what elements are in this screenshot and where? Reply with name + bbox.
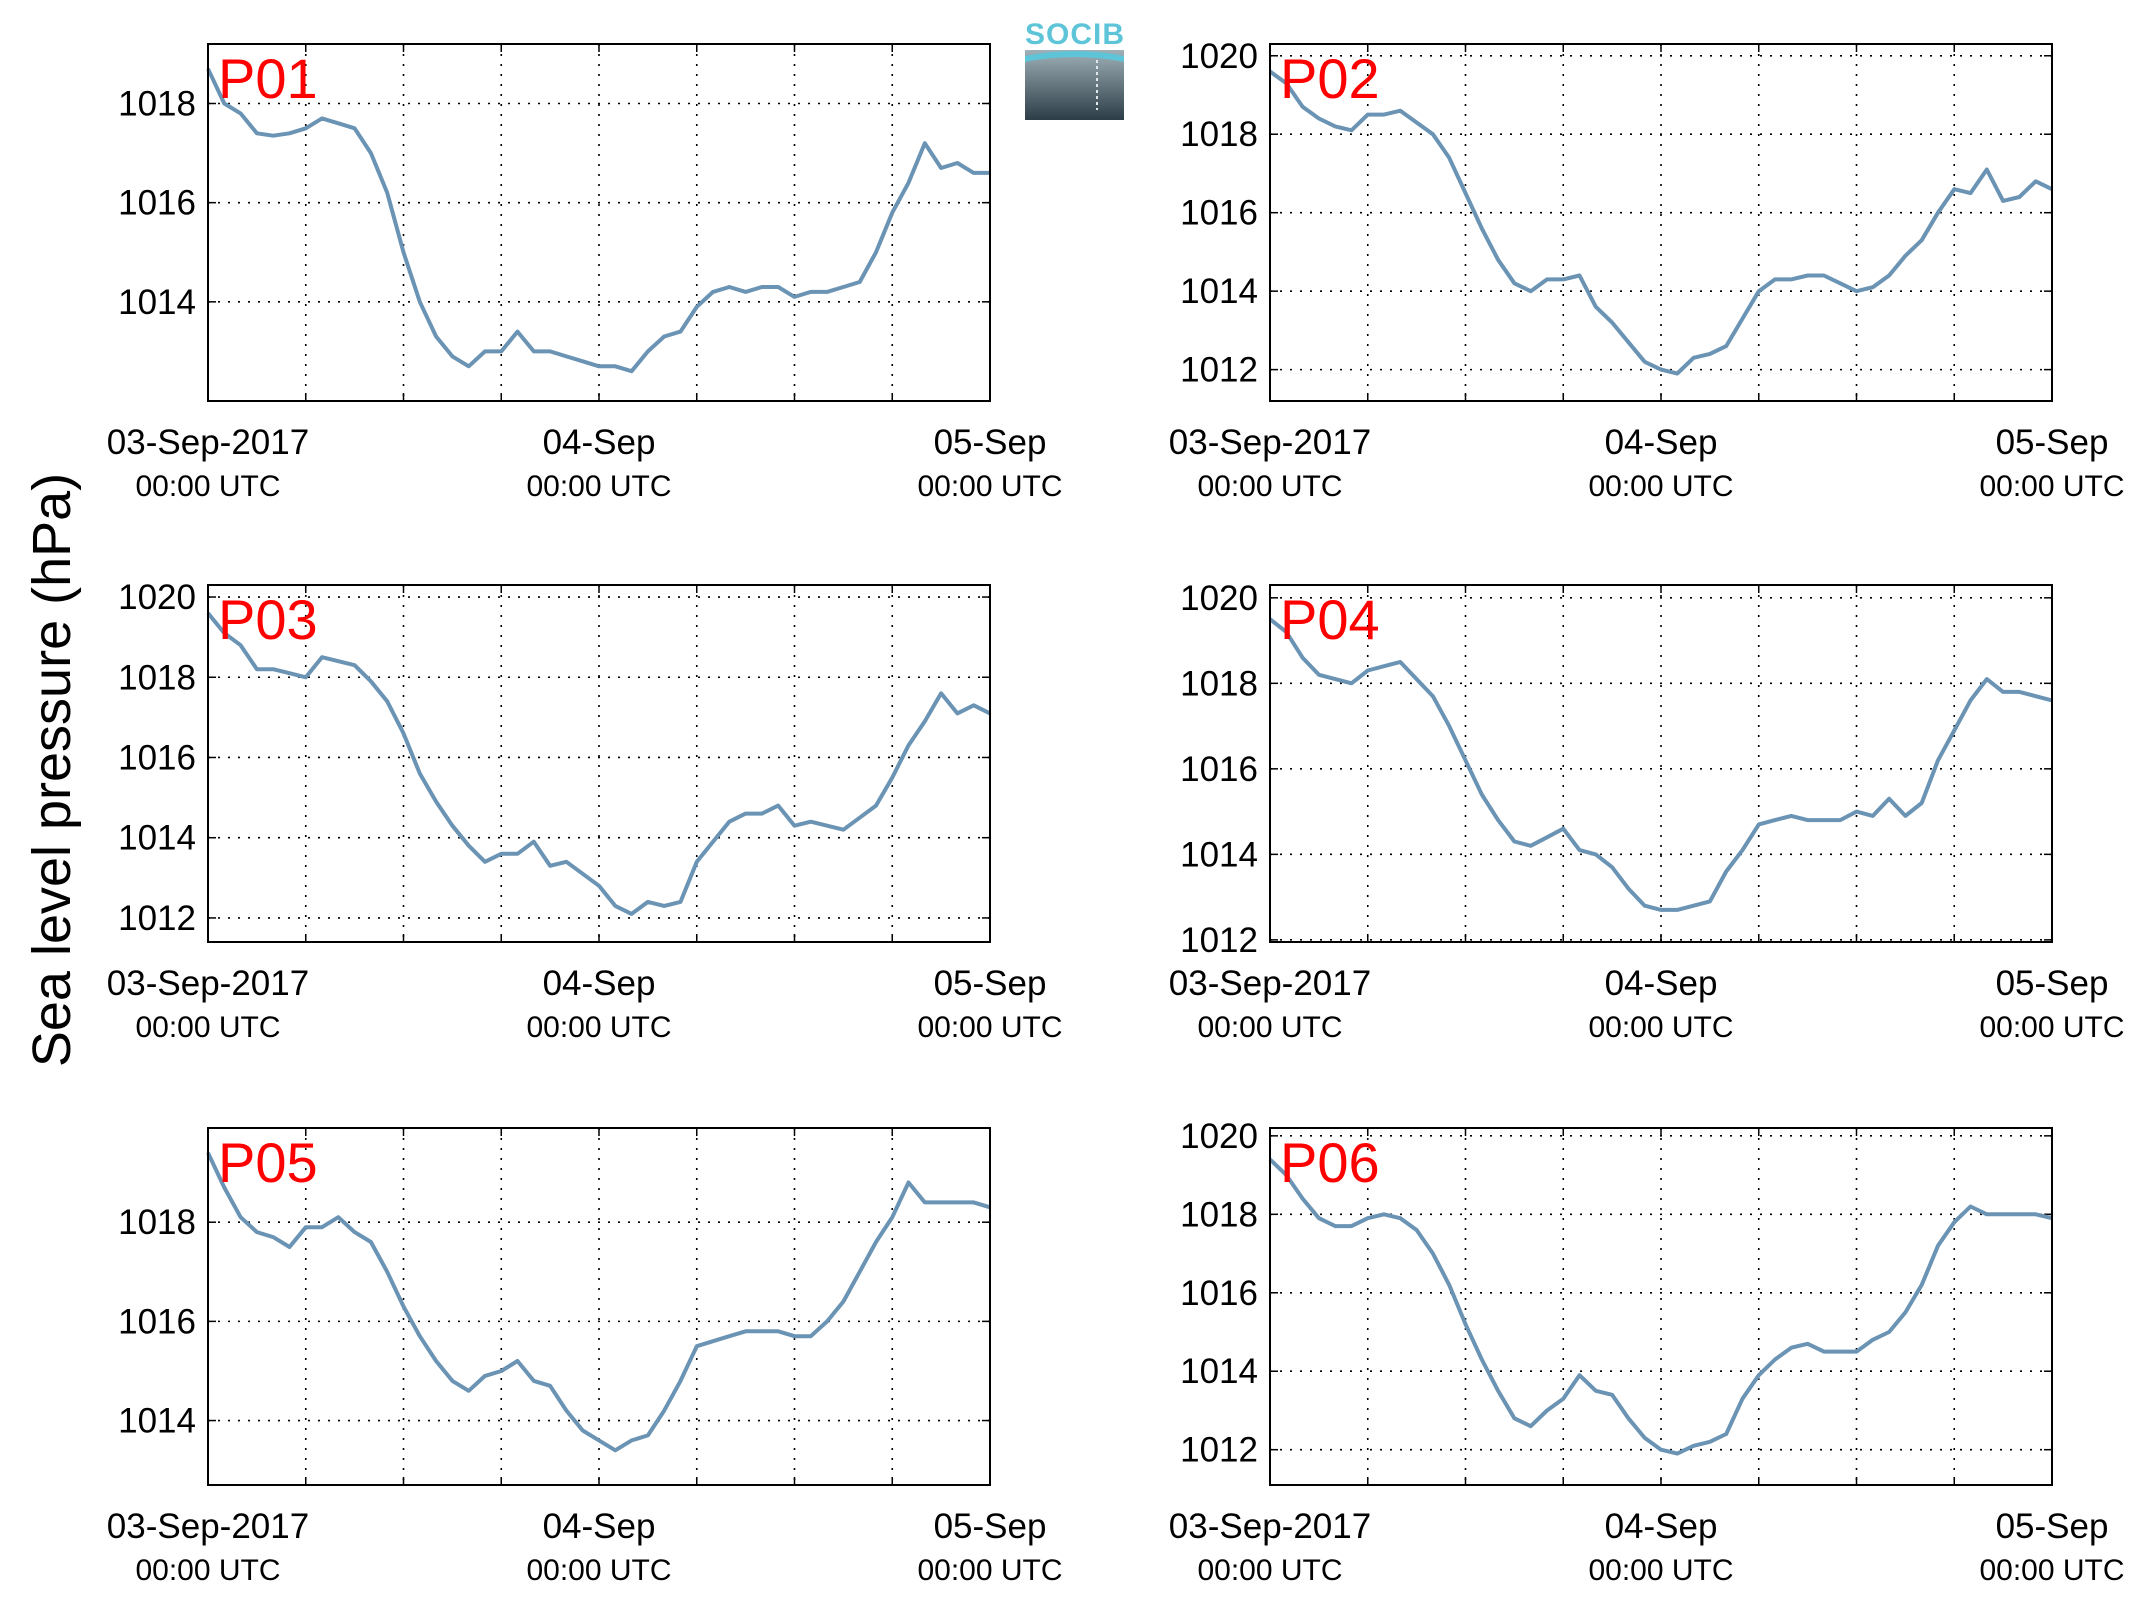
panel-2-xtick-sublabel: 00:00 UTC bbox=[1588, 470, 1733, 503]
panel-4-ytick-label: 1016 bbox=[1180, 750, 1258, 789]
panel-6-ytick-label: 1018 bbox=[1180, 1195, 1258, 1234]
panel-4-xtick-label: 04-Sep bbox=[1605, 964, 1718, 1003]
panel-3-xtick-label: 04-Sep bbox=[543, 964, 656, 1003]
panel-2-label: P02 bbox=[1280, 47, 1380, 110]
panel-2-ytick-label: 1012 bbox=[1180, 351, 1258, 390]
panel-1: 1014 1016 1018 03-Sep-2017 00:00 UTC 04-Sep 00… bbox=[107, 43, 1063, 503]
logo-graphic bbox=[1025, 50, 1124, 120]
panel-5: 1014 1016 1018 03-Sep-2017 00:00 UTC 04-Sep 00… bbox=[107, 1127, 1063, 1587]
panel-3-ytick-label: 1012 bbox=[118, 899, 196, 938]
logo-wave bbox=[1025, 51, 1124, 62]
panel-3-xtick-sublabel: 00:00 UTC bbox=[526, 1011, 671, 1044]
panel-5-label: P05 bbox=[218, 1131, 318, 1194]
panel-6: 1012 1014 1016 1018 1020 03-Sep-2017 00:00 UTC… bbox=[1169, 1117, 2125, 1587]
panel-3-ytick-label: 1016 bbox=[118, 738, 196, 777]
panel-3-series-line bbox=[206, 611, 991, 916]
panel-3-xtick-sublabel: 00:00 UTC bbox=[135, 1011, 280, 1044]
y-axis-label: Sea level pressure (hPa) bbox=[22, 473, 82, 1067]
panel-3: 1012 1014 1016 1018 1020 03-Sep-2017 00:00 UTC… bbox=[107, 578, 1063, 1044]
panels: 1014 1016 1018 03-Sep-2017 00:00 UTC 04-Sep 00… bbox=[107, 37, 2125, 1587]
panel-6-xtick-label: 03-Sep-2017 bbox=[1169, 1507, 1371, 1546]
panel-2-xtick-label: 04-Sep bbox=[1605, 423, 1718, 462]
panel-5-xtick-sublabel: 00:00 UTC bbox=[135, 1554, 280, 1587]
panel-5-ytick-label: 1016 bbox=[118, 1302, 196, 1341]
panel-5-xtick-label: 04-Sep bbox=[543, 1507, 656, 1546]
panel-1-xtick-sublabel: 00:00 UTC bbox=[135, 470, 280, 503]
panel-2-ytick-label: 1020 bbox=[1180, 37, 1258, 76]
panel-4-xtick-label: 03-Sep-2017 bbox=[1169, 964, 1371, 1003]
panel-5-xtick-label: 05-Sep bbox=[934, 1507, 1047, 1546]
panel-6-ytick-label: 1012 bbox=[1180, 1431, 1258, 1470]
panel-1-ytick-label: 1016 bbox=[118, 184, 196, 223]
panel-3-xtick-sublabel: 00:00 UTC bbox=[917, 1011, 1062, 1044]
panel-1-ytick-label: 1014 bbox=[118, 283, 196, 322]
panel-1-label: P01 bbox=[218, 47, 318, 110]
panel-2-xtick-label: 05-Sep bbox=[1996, 423, 2109, 462]
panel-5-xtick-sublabel: 00:00 UTC bbox=[917, 1554, 1062, 1587]
panel-3-ytick-label: 1014 bbox=[118, 819, 196, 858]
panel-6-label: P06 bbox=[1280, 1131, 1380, 1194]
panel-1-ytick-label: 1018 bbox=[118, 85, 196, 124]
panel-2-ytick-label: 1014 bbox=[1180, 272, 1258, 311]
panel-6-xtick-label: 05-Sep bbox=[1996, 1507, 2109, 1546]
logo-text: SOCIB bbox=[1025, 18, 1125, 51]
panel-1-axes bbox=[207, 43, 991, 402]
panel-2-xtick-sublabel: 00:00 UTC bbox=[1979, 470, 2124, 503]
panel-2-ytick-label: 1016 bbox=[1180, 194, 1258, 233]
panel-4-axes bbox=[1269, 584, 2053, 943]
panel-1-xtick-sublabel: 00:00 UTC bbox=[917, 470, 1062, 503]
panel-5-ytick-label: 1014 bbox=[118, 1402, 196, 1441]
panel-4-ytick-label: 1012 bbox=[1180, 921, 1258, 960]
panel-6-xtick-label: 04-Sep bbox=[1605, 1507, 1718, 1546]
panel-1-series-line bbox=[206, 67, 990, 374]
panel-1-xtick-label: 05-Sep bbox=[934, 423, 1047, 462]
panel-4-ytick-label: 1020 bbox=[1180, 579, 1258, 618]
panel-5-xtick-sublabel: 00:00 UTC bbox=[526, 1554, 671, 1587]
panel-6-ytick-label: 1014 bbox=[1180, 1352, 1258, 1391]
panel-4-xtick-label: 05-Sep bbox=[1996, 964, 2109, 1003]
panel-4-xtick-sublabel: 00:00 UTC bbox=[1979, 1011, 2124, 1044]
panel-2: 1012 1014 1016 1018 1020 03-Sep-2017 00:00 UTC… bbox=[1169, 37, 2125, 503]
panel-4-xtick-sublabel: 00:00 UTC bbox=[1588, 1011, 1733, 1044]
panel-6-ytick-label: 1016 bbox=[1180, 1274, 1258, 1313]
panel-2-xtick-sublabel: 00:00 UTC bbox=[1197, 470, 1342, 503]
panel-6-xtick-sublabel: 00:00 UTC bbox=[1588, 1554, 1733, 1587]
panel-3-xtick-label: 05-Sep bbox=[934, 964, 1047, 1003]
panel-6-axes bbox=[1269, 1127, 2053, 1486]
panel-6-ytick-label: 1020 bbox=[1180, 1117, 1258, 1156]
panel-1-xtick-sublabel: 00:00 UTC bbox=[526, 470, 671, 503]
panel-4-xtick-sublabel: 00:00 UTC bbox=[1197, 1011, 1342, 1044]
panel-4: 1012 1014 1016 1018 1020 03-Sep-2017 00:00 UTC… bbox=[1169, 579, 2125, 1044]
panel-1-xtick-label: 03-Sep-2017 bbox=[107, 423, 309, 462]
panel-3-ytick-label: 1018 bbox=[118, 658, 196, 697]
panel-2-axes bbox=[1269, 43, 2053, 402]
panel-4-ytick-label: 1014 bbox=[1180, 835, 1258, 874]
panel-2-ytick-label: 1018 bbox=[1180, 115, 1258, 154]
panel-3-label: P03 bbox=[218, 588, 318, 651]
panel-4-series-line bbox=[1268, 617, 2053, 912]
panel-4-label: P04 bbox=[1280, 588, 1380, 651]
panel-2-series-line bbox=[1268, 69, 2053, 376]
panel-5-series-line bbox=[206, 1151, 991, 1453]
panel-3-xtick-label: 03-Sep-2017 bbox=[107, 964, 309, 1003]
panel-5-axes bbox=[207, 1127, 991, 1486]
socib-logo: SOCIB bbox=[1025, 18, 1125, 120]
panel-3-ytick-label: 1020 bbox=[118, 578, 196, 617]
panel-6-xtick-sublabel: 00:00 UTC bbox=[1197, 1554, 1342, 1587]
panel-6-xtick-sublabel: 00:00 UTC bbox=[1979, 1554, 2124, 1587]
panel-1-xtick-label: 04-Sep bbox=[543, 423, 656, 462]
panel-5-xtick-label: 03-Sep-2017 bbox=[107, 1507, 309, 1546]
panel-4-ytick-label: 1018 bbox=[1180, 664, 1258, 703]
panel-5-ytick-label: 1018 bbox=[118, 1203, 196, 1242]
panel-2-xtick-label: 03-Sep-2017 bbox=[1169, 423, 1371, 462]
panel-3-axes bbox=[207, 584, 991, 943]
panel-6-series-line bbox=[1268, 1157, 2053, 1456]
